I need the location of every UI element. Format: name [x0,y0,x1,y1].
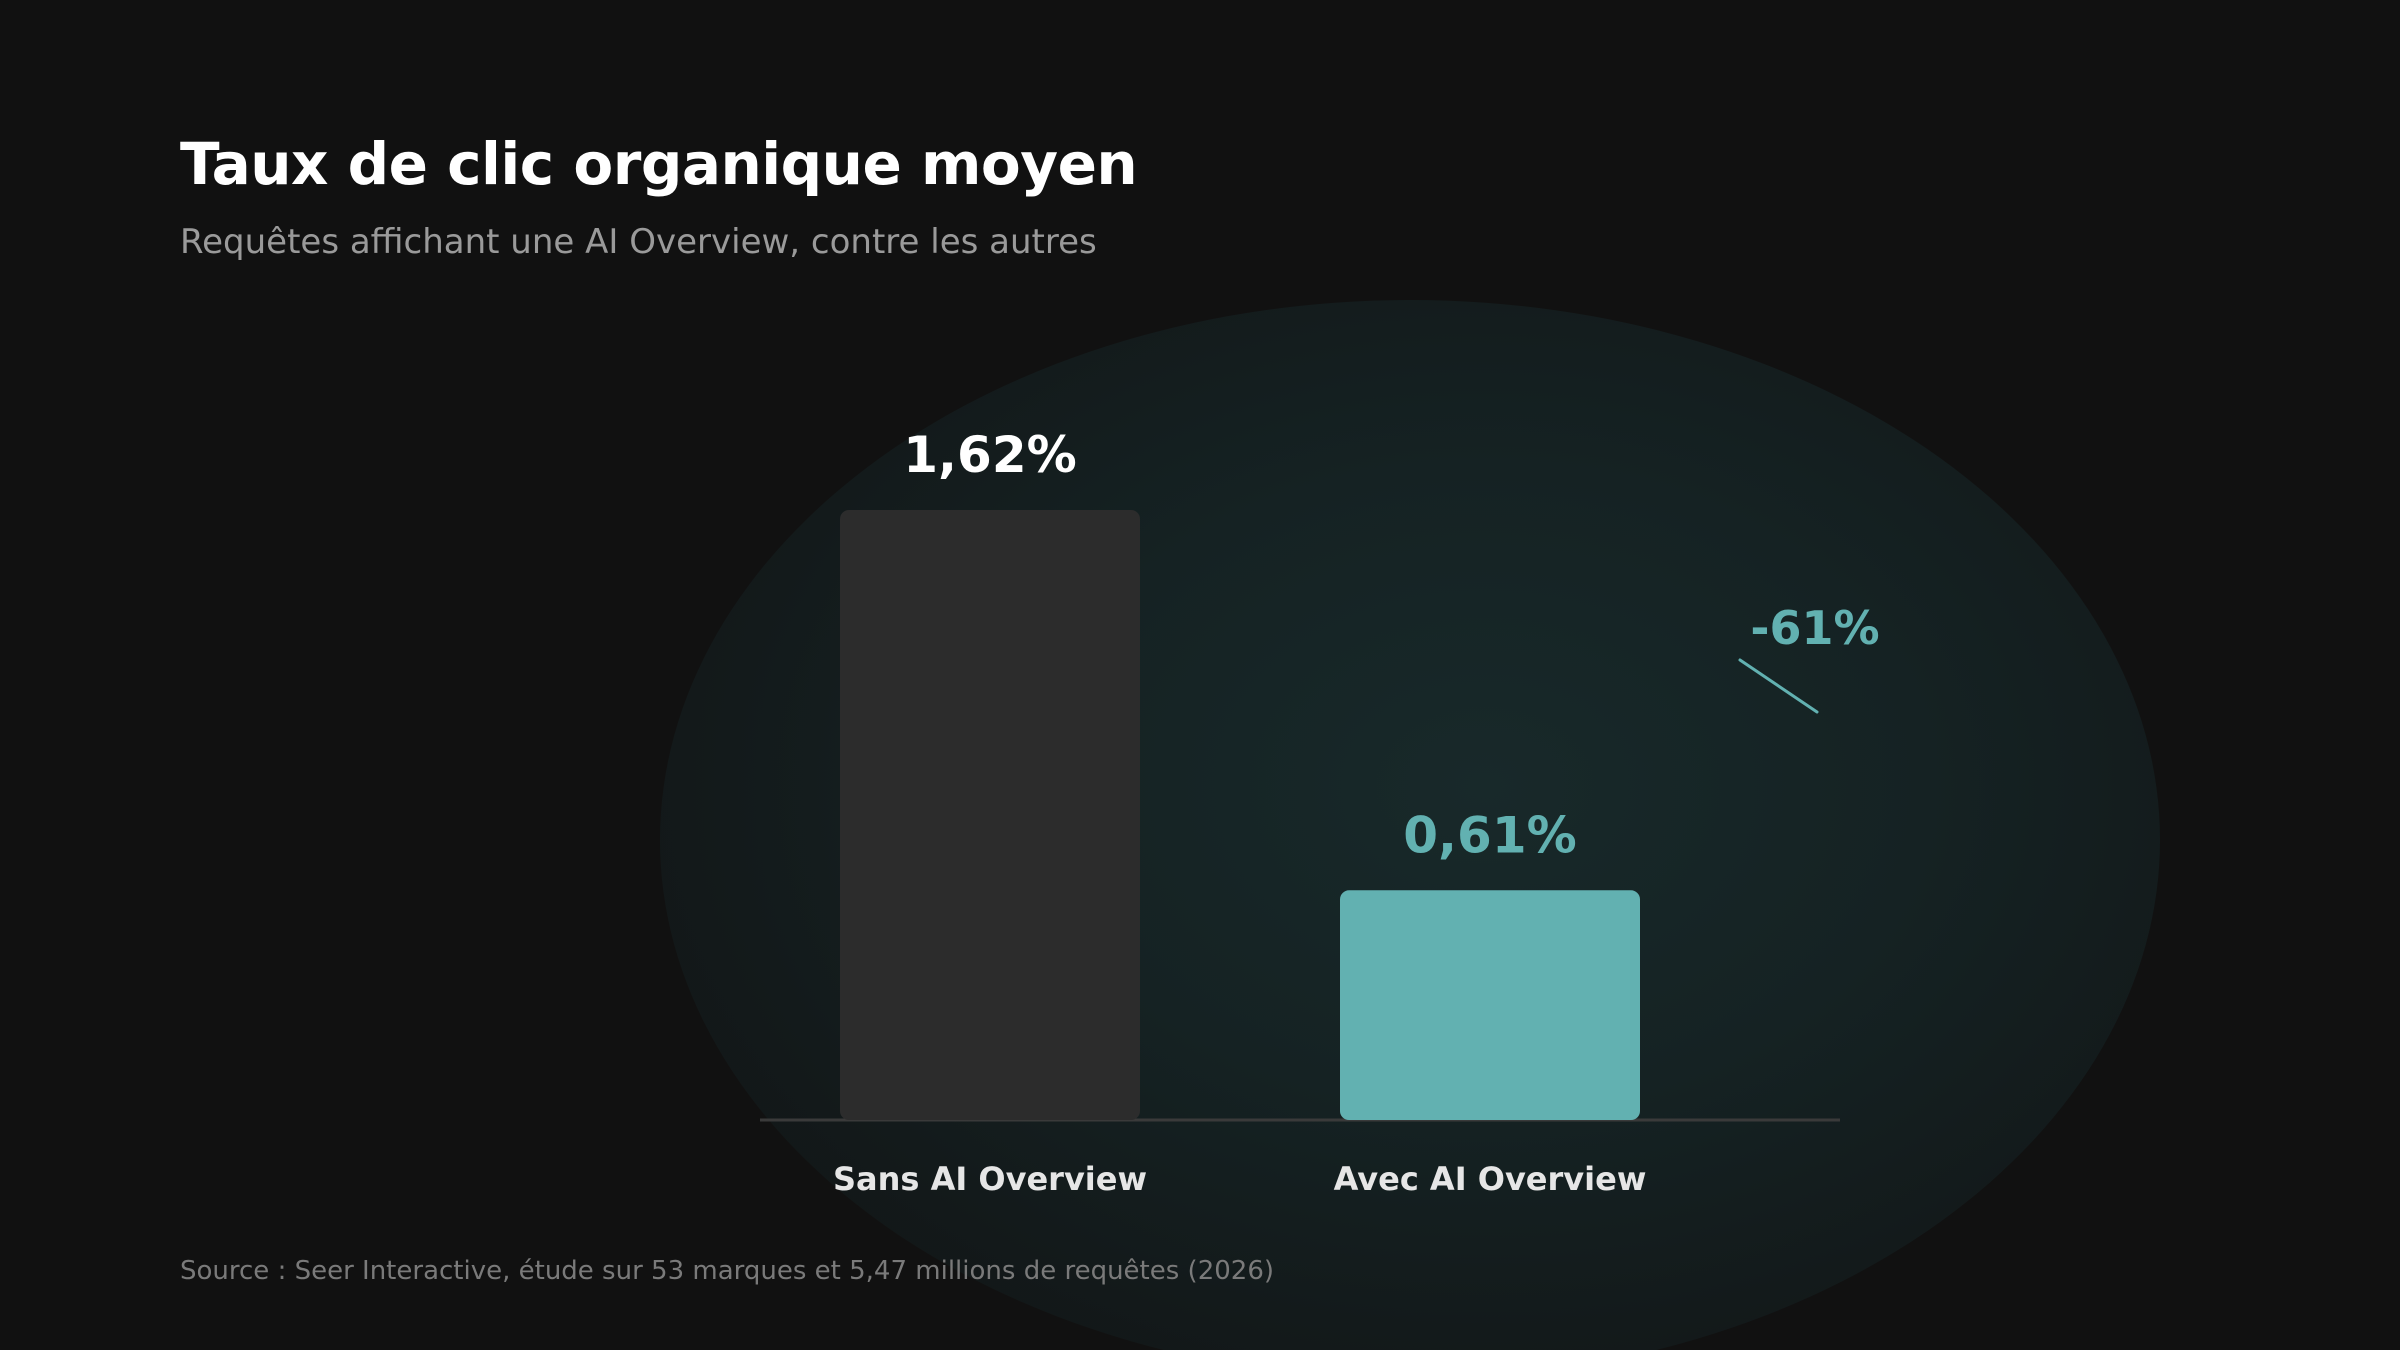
bar-avec-ai-overview [1340,890,1640,1120]
category-label-sans-ai-overview: Sans AI Overview [833,1160,1147,1198]
bar-sans-ai-overview [840,510,1140,1120]
chart-subtitle: Requêtes affichant une AI Overview, cont… [180,222,1097,262]
chart-title: Taux de clic organique moyen [180,130,1138,198]
value-label-avec-ai-overview: 0,61% [1403,806,1576,864]
value-label-sans-ai-overview: 1,62% [903,426,1076,484]
category-label-avec-ai-overview: Avec AI Overview [1334,1160,1647,1198]
source-note: Source : Seer Interactive, étude sur 53 … [180,1256,1275,1286]
delta-annotation: -61% [1750,601,1879,655]
delta-arrow-line [1738,658,1819,714]
